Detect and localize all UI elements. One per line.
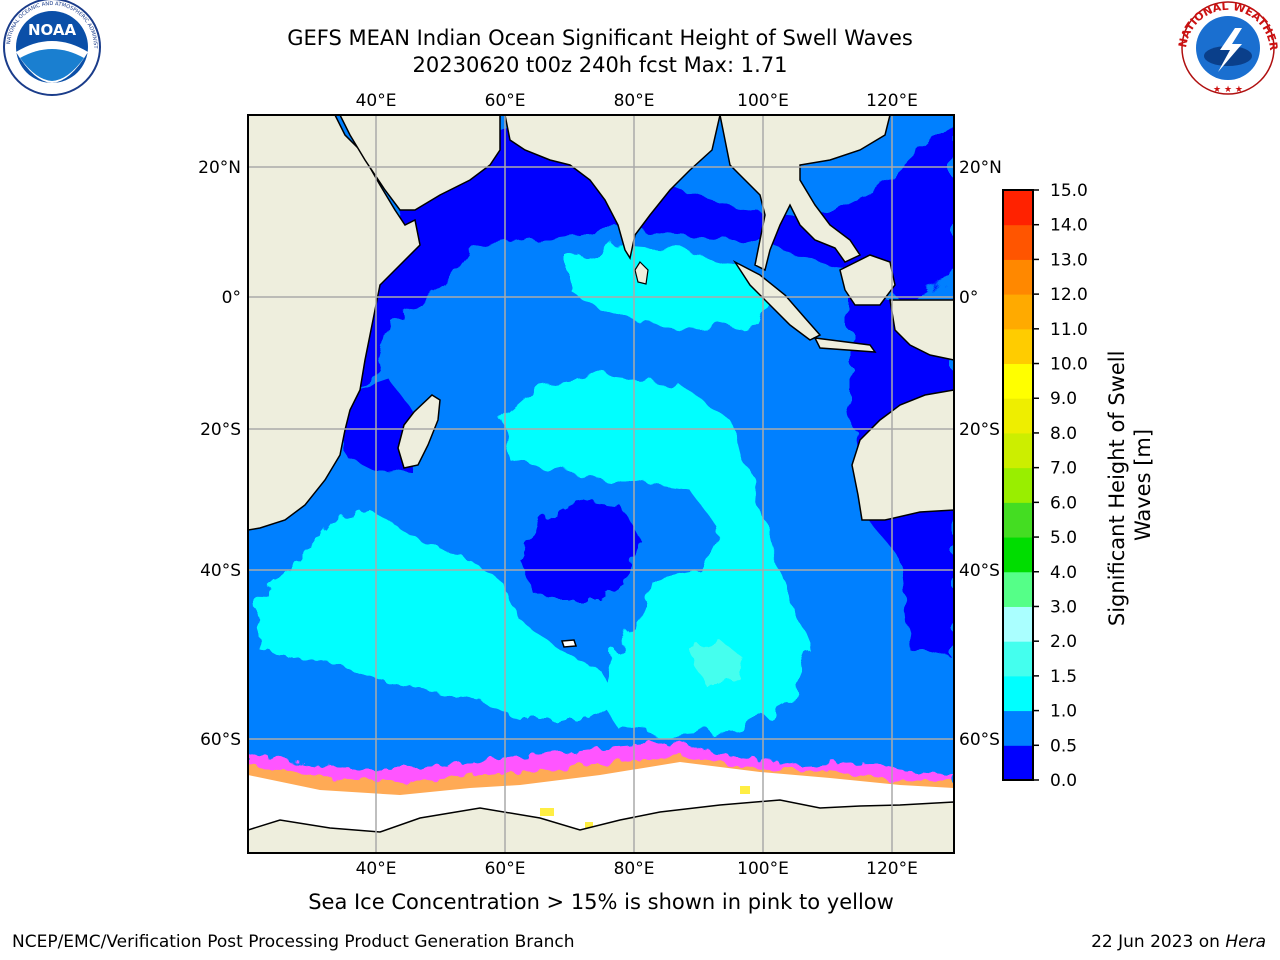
- land-java: [813, 337, 877, 353]
- colorbar-tick-label: 3.0: [1050, 597, 1077, 617]
- datestamp-date: 22 Jun 2023 on: [1091, 932, 1220, 952]
- colorbar-swatch: [1003, 432, 1033, 469]
- lon-label: 100°E: [737, 859, 789, 879]
- lat-label: 60°S: [200, 730, 241, 750]
- map-area: [248, 115, 954, 853]
- colorbar-swatch: [1003, 641, 1033, 677]
- land-sri-lanka: [634, 261, 649, 285]
- lon-label: 40°E: [356, 91, 397, 111]
- lat-label: 20°S: [200, 420, 241, 440]
- colorbar-ticks: 0.0 0.5 1.0 1.5 2.0 3.0 4.0 5.0 6.0 7.0 8.0 9.0 10.0…: [1033, 181, 1088, 791]
- lat-label: 0°: [222, 288, 241, 308]
- colorbar-swatch: [1003, 537, 1033, 573]
- colorbar-tick-label: 12.0: [1050, 285, 1088, 305]
- lat-label: 20°N: [198, 158, 241, 178]
- colorbar-swatch: [1003, 745, 1033, 781]
- colorbar-tick-label: 1.5: [1050, 667, 1077, 687]
- lat-label: 20°S: [959, 420, 1000, 440]
- colorbar-tick-label: 11.0: [1050, 320, 1088, 340]
- datestamp-machine: Hera: [1225, 932, 1266, 952]
- map-frame: [247, 114, 955, 854]
- chart-subtitle: 20230620 t00z 240h fcst Max: 1.71: [412, 53, 788, 77]
- colorbar-swatch: [1003, 502, 1033, 538]
- land-antarctica: [248, 799, 954, 853]
- colorbar-tick-label: 4.0: [1050, 563, 1077, 583]
- nws-ring-text: NATIONAL WEATHER SERVICE: [0, 0, 1280, 52]
- colorbar-tick-label: 7.0: [1050, 459, 1077, 479]
- lon-label: 100°E: [737, 91, 789, 111]
- colorbar-tick-label: 5.0: [1050, 528, 1077, 548]
- lat-labels-left: 20°N 0° 20°S 40°S 60°S: [198, 158, 241, 750]
- colorbar-frame: [1002, 189, 1034, 781]
- chart-title: GEFS MEAN Indian Ocean Significant Heigh…: [287, 26, 913, 50]
- land-kerguelen: [560, 639, 578, 648]
- colorbar-tick-label: 0.5: [1050, 736, 1077, 756]
- land-madagascar: [397, 394, 441, 469]
- sea-ice-note: Sea Ice Concentration > 15% is shown in …: [308, 890, 894, 914]
- swell-band-higher: [690, 640, 745, 685]
- lon-label: 40°E: [356, 859, 397, 879]
- colorbar-swatch: [1003, 294, 1033, 330]
- colorbar-label-line2: Waves [m]: [1131, 429, 1155, 541]
- datestamp: 22 Jun 2023 on Hera: [1091, 932, 1266, 952]
- colorbar-tick-label: 8.0: [1050, 424, 1077, 444]
- colorbar-swatch: [1003, 398, 1033, 434]
- credit-line: NCEP/EMC/Verification Post Processing Pr…: [12, 932, 575, 952]
- lat-label: 0°: [959, 288, 978, 308]
- lat-label: 20°N: [959, 158, 1002, 178]
- colorbar-tick-label: 10.0: [1050, 355, 1088, 375]
- colorbar-swatch: [1003, 259, 1033, 295]
- colorbar-tick-label: 14.0: [1050, 216, 1088, 236]
- land-indonesia-east: [889, 299, 954, 361]
- colorbar-tick-label: 0.0: [1050, 771, 1077, 791]
- lat-label: 60°S: [959, 730, 1000, 750]
- lon-label: 120°E: [866, 859, 918, 879]
- colorbar-swatch: [1003, 328, 1033, 365]
- lon-labels-bottom: 40°E 60°E 80°E 100°E 120°E: [356, 859, 918, 879]
- colorbar-swatch: [1003, 606, 1033, 642]
- colorbar-label-line1: Significant Height of Swell: [1105, 351, 1129, 627]
- land-india: [504, 115, 721, 260]
- swell-band-southwest: [255, 510, 620, 720]
- colorbar-tick-label: 13.0: [1050, 250, 1088, 270]
- swell-band-east-arc: [500, 375, 810, 735]
- colorbar: [1002, 189, 1034, 781]
- land-borneo: [839, 254, 896, 306]
- lat-label: 40°S: [959, 561, 1000, 581]
- colorbar-swatch: [1003, 363, 1033, 399]
- lat-labels-right: 20°N 0° 20°S 40°S 60°S: [959, 158, 1002, 750]
- lon-label: 120°E: [866, 91, 918, 111]
- colorbar-label: Significant Height of Swell Waves [m]: [1105, 344, 1155, 626]
- lon-label: 60°E: [485, 859, 526, 879]
- colorbar-swatch: [1003, 675, 1033, 712]
- lon-label: 80°E: [614, 91, 655, 111]
- noaa-logo-text: NOAA: [28, 21, 77, 39]
- colorbar-swatch: [1003, 190, 1033, 226]
- colorbar-swatch: [1003, 467, 1033, 503]
- nws-logo: NATIONAL WEATHER SERVICE ★ ★ ★: [0, 0, 1280, 95]
- lon-labels-top: 40°E 60°E 80°E 100°E 120°E: [356, 91, 918, 111]
- graticule: [248, 115, 954, 853]
- colorbar-swatch: [1003, 710, 1033, 746]
- ocean-low-central: [520, 500, 640, 600]
- colorbar-tick-label: 6.0: [1050, 493, 1077, 513]
- colorbar-swatch: [1003, 224, 1033, 260]
- svg-text:★ ★ ★: ★ ★ ★: [1213, 85, 1243, 95]
- swell-band-equator: [570, 245, 770, 330]
- colorbar-swatch: [1003, 571, 1033, 607]
- noaa-logo: NOAA NATIONAL OCEANIC AND ATMOSPHERIC AD…: [0, 0, 101, 96]
- lon-label: 60°E: [485, 91, 526, 111]
- land-australia: [851, 389, 954, 521]
- colorbar-tick-label: 2.0: [1050, 632, 1077, 652]
- colorbar-tick-label: 15.0: [1050, 181, 1088, 201]
- lon-label: 80°E: [614, 859, 655, 879]
- lat-label: 40°S: [200, 561, 241, 581]
- colorbar-tick-label: 9.0: [1050, 389, 1077, 409]
- ocean-low-north: [330, 120, 954, 400]
- land-arabia: [339, 115, 501, 211]
- colorbar-tick-label: 1.0: [1050, 702, 1077, 722]
